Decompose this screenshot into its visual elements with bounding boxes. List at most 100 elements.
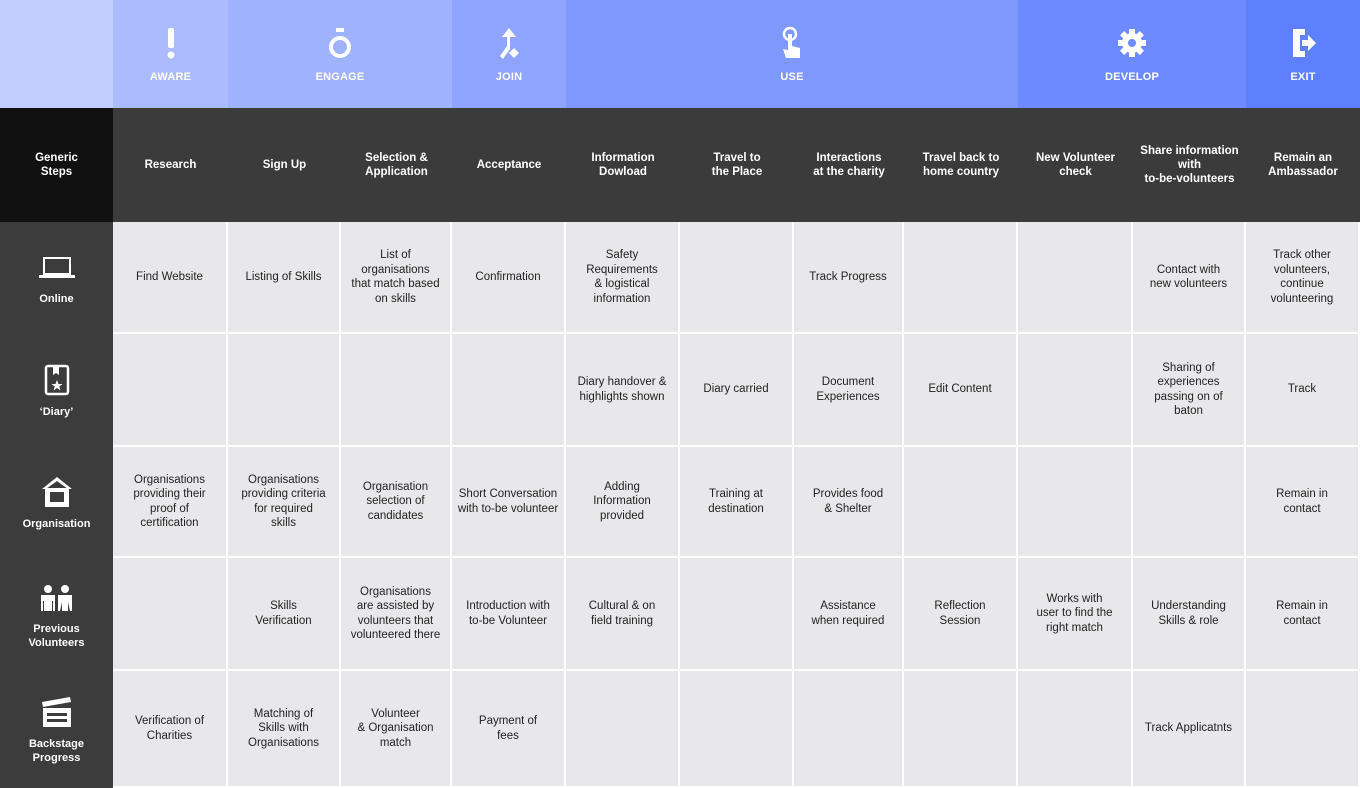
blueprint-cell: List of organisations that match based o… — [341, 222, 452, 334]
house-icon — [38, 475, 76, 517]
blueprint-cell: Sharing of experiences passing on of bat… — [1133, 334, 1246, 447]
phase-join: JOIN — [452, 0, 566, 108]
blueprint-cell: Edit Content — [904, 334, 1018, 447]
blueprint-cell: Works with user to find the right match — [1018, 558, 1133, 671]
blueprint-cell: Understanding Skills & role — [1133, 558, 1246, 671]
step-header: Selection & Application — [341, 108, 452, 222]
blueprint-cell: Find Website — [113, 222, 228, 334]
blueprint-cell — [452, 334, 566, 447]
blueprint-cell — [680, 222, 794, 334]
phase-exit: EXIT — [1246, 0, 1360, 108]
row-label: ‘Diary’ — [39, 405, 74, 418]
row-header: Backstage Progress — [0, 671, 113, 788]
blueprint-cell: Cultural & on field training — [566, 558, 680, 671]
blueprint-cell: Skills Verification — [228, 558, 341, 671]
blueprint-cell — [113, 334, 228, 447]
phase-label: EXIT — [1290, 70, 1316, 83]
row-header: Previous Volunteers — [0, 558, 113, 671]
pointer-hand-icon — [778, 26, 806, 71]
blueprint-cell: Payment of fees — [452, 671, 566, 788]
row-label: Online — [39, 293, 74, 305]
blueprint-cell: Confirmation — [452, 222, 566, 334]
phase-label: AWARE — [149, 70, 192, 83]
merge-arrow-icon — [495, 26, 523, 71]
blueprint-cell: Track Applicatnts — [1133, 671, 1246, 788]
blueprint-cell — [904, 447, 1018, 558]
blueprint-cell: Organisations providing their proof of c… — [113, 447, 228, 558]
phase-aware: AWARE — [113, 0, 228, 108]
blueprint-cell: Safety Requirements & logistical informa… — [566, 222, 680, 334]
blueprint-cell — [904, 671, 1018, 788]
blueprint-cell: Provides food & Shelter — [794, 447, 904, 558]
gear-icon — [1118, 26, 1146, 71]
blueprint-grid: Generic Steps Research Sign Up Selection & … — [0, 108, 1360, 788]
blueprint-cell: Contact with new volunteers — [1133, 222, 1246, 334]
row-label: Organisation — [22, 517, 91, 530]
phase-label: USE — [780, 70, 804, 83]
step-header: Sign Up — [228, 108, 341, 222]
blueprint-cell — [1133, 447, 1246, 558]
step-header: Travel to the Place — [680, 108, 794, 222]
blueprint-cell — [566, 671, 680, 788]
diary-icon — [38, 363, 76, 405]
blueprint-cell: Remain in contact — [1246, 558, 1360, 671]
blueprint-cell: Short Conversation with to-be volunteer — [452, 447, 566, 558]
blueprint-cell — [341, 334, 452, 447]
blueprint-cell: Track other volunteers, continue volunte… — [1246, 222, 1360, 334]
blueprint-cell — [1018, 334, 1133, 447]
blueprint-cell — [794, 671, 904, 788]
row-header: Online — [0, 222, 113, 334]
blueprint-cell — [904, 222, 1018, 334]
blueprint-cell: Introduction with to-be Volunteer — [452, 558, 566, 671]
generic-steps-label: Generic Steps — [0, 108, 113, 222]
blueprint-cell: Track — [1246, 334, 1360, 447]
blueprint-cell: Verification of Charities — [113, 671, 228, 788]
blueprint-cell: Diary handover & highlights shown — [566, 334, 680, 447]
blueprint-cell: Remain in contact — [1246, 447, 1360, 558]
blueprint-cell — [113, 558, 228, 671]
phase-engage: ENGAGE — [228, 0, 452, 108]
phase-label: DEVELOP — [1105, 70, 1159, 83]
step-header: New Volunteer check — [1018, 108, 1133, 222]
row-header: Organisation — [0, 447, 113, 558]
blueprint-cell — [1246, 671, 1360, 788]
phase-develop: DEVELOP — [1018, 0, 1246, 108]
phase-header: AWARE ENGAGE JOIN USE DEVELOP EXIT — [0, 0, 1360, 108]
step-header: Interactions at the charity — [794, 108, 904, 222]
row-header: ‘Diary’ — [0, 334, 113, 447]
blueprint-cell: Adding Information provided — [566, 447, 680, 558]
blueprint-cell: Listing of Skills — [228, 222, 341, 334]
phase-label: JOIN — [495, 70, 523, 83]
blueprint-cell — [680, 671, 794, 788]
blueprint-cell: Matching of Skills with Organisations — [228, 671, 341, 788]
blueprint-cell: Training at destination — [680, 447, 794, 558]
blueprint-cell — [1018, 671, 1133, 788]
blueprint-cell: Diary carried — [680, 334, 794, 447]
row-label: Previous Volunteers — [28, 622, 85, 649]
clapperboard-icon — [38, 695, 76, 737]
people-icon — [38, 580, 76, 622]
blueprint-cell: Document Experiences — [794, 334, 904, 447]
step-header: Information Dowload — [566, 108, 680, 222]
exit-icon — [1289, 26, 1317, 71]
exclamation-icon — [157, 26, 185, 71]
laptop-icon — [38, 250, 76, 292]
blueprint-cell: Organisations providing criteria for req… — [228, 447, 341, 558]
step-header: Share information with to-be-volunteers — [1133, 108, 1246, 222]
blueprint-cell — [228, 334, 341, 447]
step-header: Remain an Ambassador — [1246, 108, 1360, 222]
blueprint-cell — [1018, 222, 1133, 334]
blueprint-cell: Track Progress — [794, 222, 904, 334]
step-header: Acceptance — [452, 108, 566, 222]
blueprint-cell — [680, 558, 794, 671]
blueprint-cell: Organisations are assisted by volunteers… — [341, 558, 452, 671]
phase-use: USE — [566, 0, 1018, 108]
row-label: Backstage Progress — [28, 737, 85, 764]
blueprint-cell: Reflection Session — [904, 558, 1018, 671]
step-header: Travel back to home country — [904, 108, 1018, 222]
blueprint-cell: Organisation selection of candidates — [341, 447, 452, 558]
blueprint-cell: Volunteer & Organisation match — [341, 671, 452, 788]
phase-blank — [0, 0, 113, 108]
phase-label: ENGAGE — [315, 70, 365, 83]
